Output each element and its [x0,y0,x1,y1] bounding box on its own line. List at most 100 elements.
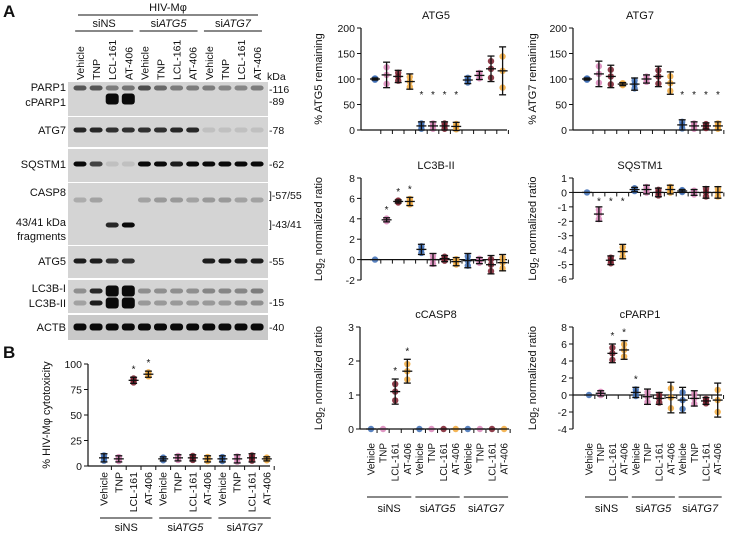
group-label: siATG5 [167,522,204,534]
band [137,300,151,306]
band [186,288,200,294]
lane-label: AT-406 [252,47,264,80]
lane-label: AT-406 [123,47,135,80]
mw-marker: -15 [269,297,284,309]
band [202,127,216,133]
data-point-tnp [689,390,700,407]
y-tick-label: 1 [348,390,354,402]
data-point-lcl-161 [701,395,711,407]
x-tick-label: TNP [173,472,185,493]
blot-panel-actb: ACTB -40 [37,315,284,340]
significance-star: * [597,196,601,207]
x-tick-label: AT-406 [666,443,677,475]
significance-star: * [431,90,435,101]
data-point-lcl-161: * [439,90,450,132]
mw-marker: -62 [269,159,284,171]
y-tick-label: 2 [349,234,355,246]
band [137,161,151,167]
data-point-at-406 [499,425,510,433]
data-point-lcl-161 [653,186,664,199]
band [202,85,216,91]
significance-star: * [634,374,638,385]
group-label: siATG7 [215,18,252,30]
y-tick-label: 0 [76,461,82,473]
band [170,85,184,91]
lane-label: Vehicle [75,46,87,80]
data-point-lcl-161 [438,425,449,433]
band [218,85,232,91]
data-point-vehicle [366,425,376,433]
data-point-tnp [381,61,392,89]
band [73,161,87,167]
band [73,323,87,331]
x-tick-label: Vehicle [585,443,596,476]
band [154,300,167,306]
data-point-at-406 [617,79,628,89]
band [105,93,119,105]
data-point-tnp: * [428,90,438,132]
x-tick-label: AT-406 [713,443,724,475]
group-label: siATG5 [420,503,457,515]
y-tick-label: 8 [561,322,567,334]
y-tick-label: 200 [549,23,567,35]
x-tick-label: AT-406 [451,443,462,475]
band [137,85,151,91]
group-label: siNS [93,18,116,30]
chart-lc3b-ii: LC3B-II Log2 normalized ratio -2 0 2 4 6 8 * * * [313,160,509,287]
data-point-vehicle: * [677,90,688,132]
band [218,161,232,167]
band [234,127,248,133]
band [234,288,248,294]
x-tick-label: LCL-161 [488,443,499,482]
y-axis-label: % HIV-Mφ cytotoxicity [41,361,53,469]
band [154,197,167,203]
x-tick-label: Vehicle [158,472,170,506]
band [250,288,264,294]
x-tick-label: AT-406 [261,472,273,505]
chart-title: SQSTM1 [617,160,662,172]
significance-star: * [408,184,412,195]
band [89,323,103,331]
data-point-tnp [113,453,124,465]
protein-label: PARP1 [31,82,66,94]
band [250,258,264,264]
y-tick-label: -2 [558,216,567,228]
band [218,197,232,203]
data-point-vehicle [629,77,640,92]
protein-label: fragments [17,231,66,243]
band [89,300,103,306]
data-point-lcl-161 [187,452,198,464]
lane-label: Vehicle [139,46,151,80]
band [202,258,216,264]
significance-star: * [146,358,150,369]
data-point-at-406 [404,73,415,91]
data-point-lcl-161: * [701,90,711,132]
data-point-at-406 [665,183,676,196]
group-label: siATG7 [227,522,264,534]
data-point-vehicle [677,186,688,196]
band [137,288,151,294]
y-tick-label: 0 [561,125,567,137]
group-label: siNS [595,503,618,515]
y-axis-label: Log2 normalized ratio [527,326,541,430]
band [170,300,184,306]
x-tick-label: Vehicle [631,443,642,476]
data-point-at-406 [261,454,272,464]
y-tick-label: 1 [561,173,567,185]
x-tick-label: LCL-161 [608,443,619,482]
band [186,197,200,203]
band [170,161,184,167]
data-point-vehicle [370,256,380,263]
data-point-at-406: * [143,358,154,380]
y-tick-label: 100 [337,74,355,86]
kda-label: kDa [267,71,286,83]
data-point-tnp [426,425,437,433]
x-tick-label: TNP [427,443,438,463]
blot-panel-sqstm1: SQSTM1 -62 [21,149,284,182]
band [234,323,248,331]
y-tick-label: 25 [70,436,82,448]
lane-label: TNP [220,59,232,80]
lane-label: LCL-161 [236,40,248,80]
x-tick-label: Vehicle [367,443,378,476]
data-point-lcl-161 [439,253,450,264]
